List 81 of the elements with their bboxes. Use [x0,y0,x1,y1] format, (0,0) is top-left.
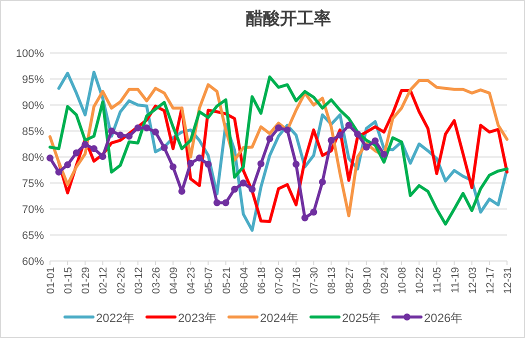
point [143,124,150,132]
y-tick-label: 80% [22,152,44,164]
point [292,160,300,168]
point [170,163,177,170]
x-tick-label: 08-27 [344,266,356,294]
point [257,160,264,168]
x-tick-label: 11-05 [432,266,444,294]
x-tick-label: 03-26 [150,266,162,294]
x-tick-label: 02-12 [98,266,110,294]
x-tick-label: 08-13 [326,266,338,294]
point [372,137,379,144]
point [222,199,230,206]
point [82,141,89,148]
point [318,178,326,186]
y-tick-label: 90% [22,100,44,112]
x-tick-label: 05-21 [220,266,233,294]
legend-label: 2026年 [424,311,463,325]
point [328,136,335,144]
x-tick-label: 11-19 [449,266,462,294]
point [55,168,62,176]
x-tick-label: 07-30 [308,266,321,294]
x-tick-label: 04-23 [186,266,198,294]
y-tick-label: 95% [22,74,44,86]
legend-label: 2023年 [178,311,217,325]
legend-label: 2025年 [342,311,381,325]
x-tick-label: 09-10 [361,266,374,294]
x-tick-label: 12-03 [466,266,479,294]
point [380,150,388,158]
x-tick-label: 09-24 [378,266,391,294]
point [160,144,168,152]
legend-label: 2022年 [96,311,135,325]
point [196,154,203,162]
point [231,186,238,193]
point [275,124,282,132]
point [152,128,159,136]
point [345,122,352,129]
x-tick-label: 06-04 [238,266,250,294]
point [266,135,274,142]
x-tick-label: 06-18 [256,266,268,294]
point [116,132,124,139]
point [72,149,80,156]
x-tick-label: 05-07 [203,266,216,294]
x-tick-label: 01-29 [80,266,92,294]
point [336,132,344,139]
point [204,160,212,168]
point [248,186,256,193]
x-tick-label: 07-16 [291,266,304,294]
x-tick-label: 07-02 [274,266,286,294]
y-tick-label: 100% [16,48,44,60]
point [240,180,247,186]
point [301,214,308,222]
y-tick-label: 70% [22,204,44,216]
y-tick-label: 65% [22,230,44,242]
y-tick-label: 85% [22,126,44,138]
point [310,208,318,216]
y-tick-label: 60% [22,256,44,268]
point [284,126,291,134]
x-tick-label: 12-31 [502,266,514,294]
y-tick-label: 75% [22,178,44,190]
point [126,132,133,140]
point [178,188,186,195]
point [108,128,116,134]
x-tick-label: 10-22 [414,266,426,294]
point [99,152,106,160]
x-tick-label: 04-09 [168,266,180,294]
x-tick-label: 10-08 [396,266,409,294]
legend-label: 2024年 [260,311,299,325]
x-tick-label: 12-17 [484,266,496,294]
x-tick-label: 02-26 [115,266,128,294]
point [213,199,220,206]
x-tick-label: 01-15 [62,266,75,294]
point [64,161,72,168]
point [187,160,194,167]
x-tick-label: 03-12 [132,266,145,294]
x-tick-label: 01-01 [45,266,57,294]
point [134,124,142,132]
point [362,144,370,151]
point [46,154,54,162]
point [90,145,98,152]
point [354,130,362,138]
chart-title: 醋酸开工率 [246,9,331,28]
